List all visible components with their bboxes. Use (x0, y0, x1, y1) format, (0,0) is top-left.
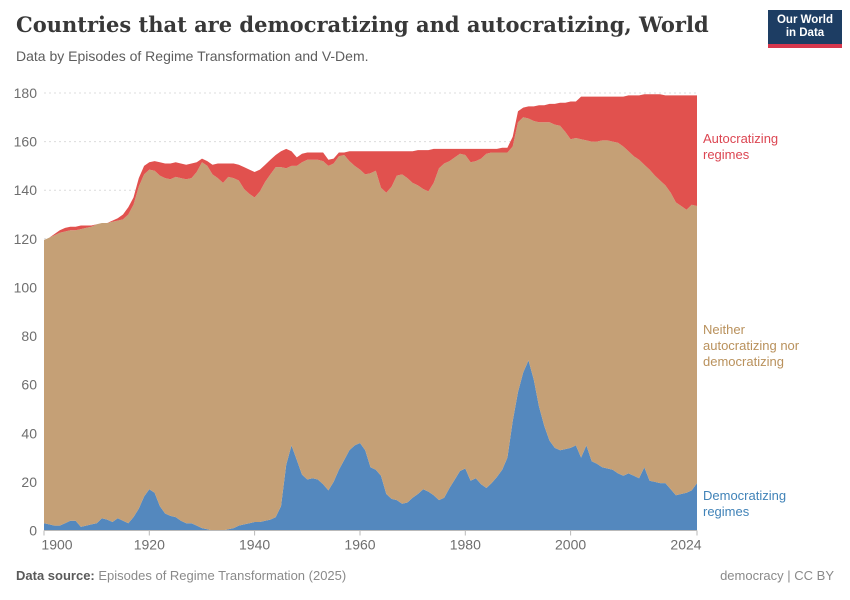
y-axis-tick-label: 20 (21, 474, 37, 490)
y-axis-tick-label: 40 (21, 425, 37, 441)
series-label-autocratizing[interactable]: Autocratizing regimes (703, 131, 779, 162)
series-label-neither[interactable]: Neither autocratizing nor democratizing (703, 322, 800, 369)
owid-logo-line2: in Data (785, 27, 825, 39)
data-source-note: Data source: Episodes of Regime Transfor… (16, 568, 346, 583)
chart-subtitle: Data by Episodes of Regime Transformatio… (16, 48, 369, 64)
y-axis-tick-label: 80 (21, 328, 37, 344)
page-title: Countries that are democratizing and aut… (16, 12, 709, 37)
y-axis-tick-label: 120 (14, 231, 38, 247)
x-axis-tick-label: 1900 (41, 537, 72, 553)
area-neither[interactable] (44, 117, 697, 531)
owid-logo-line1: Our World (776, 14, 833, 26)
data-source-label: Data source: (16, 568, 95, 583)
series-label-democratizing[interactable]: Democratizing regimes (703, 488, 787, 519)
x-axis-tick-label: 1980 (450, 537, 481, 553)
x-axis-tick-label: 1940 (239, 537, 270, 553)
y-axis-tick-label: 180 (14, 85, 38, 101)
data-source-value[interactable]: Episodes of Regime Transformation (2025) (98, 568, 347, 583)
y-axis-tick-label: 60 (21, 377, 37, 393)
y-axis-tick-label: 140 (14, 182, 38, 198)
x-axis-tick-label: 2000 (555, 537, 586, 553)
license-note[interactable]: democracy | CC BY (720, 568, 834, 583)
x-axis-tick-label: 1920 (134, 537, 165, 553)
owid-logo[interactable]: Our World in Data (768, 10, 842, 48)
area-democratizing[interactable] (44, 360, 697, 531)
y-axis-tick-label: 160 (14, 134, 38, 150)
y-axis-tick-label: 0 (29, 523, 37, 539)
y-axis-tick-label: 100 (14, 279, 38, 295)
x-axis-tick-label: 1960 (344, 537, 375, 553)
area-autocratizing[interactable] (44, 94, 697, 240)
x-axis-tick-label: 2024 (670, 537, 701, 553)
